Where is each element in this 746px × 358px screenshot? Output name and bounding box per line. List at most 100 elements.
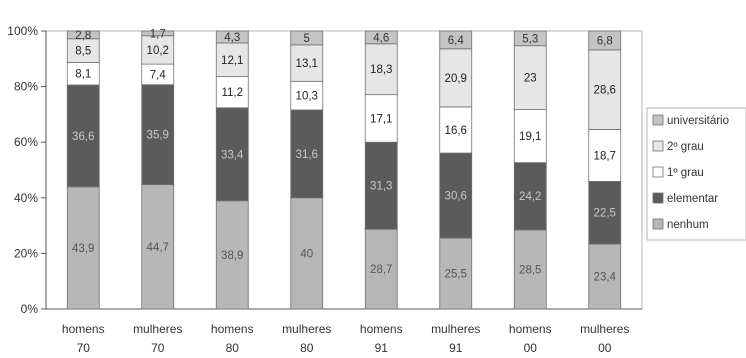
y-axis-ticks: 0% 20% 40% 60% 80% 100% [7, 24, 46, 316]
x-category-label: mulheres [282, 322, 331, 336]
x-category-label: mulheres [431, 322, 480, 336]
bar-segment [588, 180, 622, 245]
x-category-year: 70 [151, 341, 165, 355]
bar-segment [290, 30, 324, 46]
bar-segment [215, 30, 249, 44]
bar-segment [215, 76, 249, 109]
data-label: 6,8 [597, 35, 613, 47]
legend-label: universitário [667, 115, 729, 127]
bar-segment [141, 184, 175, 310]
bar-segment [439, 106, 473, 154]
legend-label: elementar [667, 193, 718, 205]
legend: universitário 2º grau 1º grau elementar nenh… [646, 107, 746, 241]
bar-segment [513, 45, 547, 110]
data-label: 13,1 [296, 58, 318, 70]
data-label: 35,9 [147, 130, 169, 142]
bar-stack: 28,7 31,3 17,1 18,3 4,6 [364, 30, 398, 310]
bar-stack: 25,5 30,6 16,6 20,9 6,4 [439, 30, 473, 310]
data-label: 4,3 [224, 32, 240, 44]
data-label: 1,7 [150, 28, 166, 40]
bar-segment [439, 30, 473, 50]
data-label: 40 [300, 248, 313, 260]
y-tick-label: 60% [14, 135, 38, 149]
data-label: 38,9 [221, 250, 243, 262]
bar-segment [439, 48, 473, 108]
data-label: 10,3 [296, 91, 318, 103]
legend-swatch [652, 140, 664, 152]
x-category-year: 91 [375, 341, 389, 355]
bar-segment [513, 162, 547, 231]
data-label: 20,9 [445, 73, 467, 85]
legend-swatch [652, 166, 664, 178]
bar-segment [290, 109, 324, 199]
bar-segment [513, 109, 547, 164]
bar-segment [588, 30, 622, 51]
bars: 43,936,68,18,52,844,735,97,410,21,738,93… [66, 28, 622, 310]
bar-segment [364, 30, 398, 45]
data-label: 31,6 [296, 149, 318, 161]
data-label: 18,3 [370, 64, 392, 76]
legend-box [646, 107, 746, 241]
data-label: 16,6 [445, 125, 467, 137]
data-label: 23 [524, 73, 537, 85]
bar-segment [66, 186, 100, 310]
bar-segment [439, 237, 473, 310]
bar-segment [439, 152, 473, 239]
bar-segment [364, 94, 398, 143]
data-label: 5,3 [522, 33, 538, 45]
bar-segment [66, 84, 100, 188]
x-category-year: 00 [524, 341, 538, 355]
data-label: 43,9 [72, 243, 94, 255]
data-label: 10,2 [147, 45, 169, 57]
bar-segment [290, 44, 324, 82]
legend-label: 1º grau [667, 167, 704, 179]
y-tick-label: 100% [7, 24, 38, 38]
data-label: 44,7 [147, 242, 169, 254]
data-label: 12,1 [221, 55, 243, 67]
x-category-label: homens [509, 322, 552, 336]
bar-segment [141, 35, 175, 65]
data-label: 17,1 [370, 113, 392, 125]
bar-segment [66, 30, 100, 40]
bar-segment [290, 80, 324, 111]
data-label: 28,5 [519, 264, 541, 276]
x-category-label: homens [62, 322, 105, 336]
data-label: 28,7 [370, 264, 392, 276]
legend-swatch [652, 192, 664, 204]
x-category-year: 91 [449, 341, 463, 355]
data-label: 18,7 [594, 150, 616, 162]
data-label: 5 [304, 33, 310, 45]
bar-stack: 44,7 35,9 7,4 10,2 1,7 [141, 28, 175, 310]
plot-frame [45, 30, 643, 310]
data-label: 28,6 [594, 85, 616, 97]
data-label: 2,8 [75, 30, 91, 42]
bar-segment [364, 228, 398, 310]
data-label: 8,5 [75, 46, 91, 58]
data-label: 22,5 [594, 208, 616, 220]
data-label: 25,5 [445, 269, 467, 281]
y-tick-label: 20% [14, 246, 38, 260]
x-category-label: homens [211, 322, 254, 336]
y-tick-label: 80% [14, 80, 38, 94]
x-category-year: 70 [77, 341, 91, 355]
x-category-year: 00 [598, 341, 612, 355]
data-label: 30,6 [445, 191, 467, 203]
legend-label: 2º grau [667, 141, 704, 153]
data-label: 7,4 [150, 69, 167, 81]
x-category-year: 80 [300, 341, 314, 355]
bar-stack: 23,4 22,5 18,7 28,6 6,8 [588, 30, 622, 310]
bar-segment [588, 129, 622, 182]
bar-segment [215, 42, 249, 78]
data-label: 6,4 [448, 35, 465, 47]
data-label: 33,4 [221, 149, 244, 161]
bar-segment [215, 107, 249, 202]
legend-label: nenhum [667, 219, 709, 231]
bar-stack: 28,5 24,2 19,1 23 5,3 [513, 30, 547, 310]
x-axis-labels: homens 70 mulheres 70 homens 80 mulheres 80 home… [62, 322, 630, 355]
bar-segment [588, 49, 622, 130]
data-label: 24,2 [519, 191, 541, 203]
bar-segment [141, 84, 175, 186]
bar-segment [513, 229, 547, 310]
bar-stack: 40 31,6 10,3 13,1 5 [290, 30, 324, 310]
data-label: 8,1 [75, 69, 91, 81]
